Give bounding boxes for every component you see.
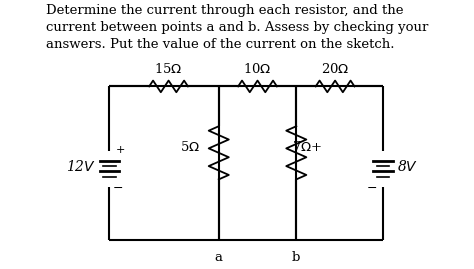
Text: 10$\Omega$: 10$\Omega$ (243, 62, 272, 76)
Text: −: − (113, 182, 124, 195)
Text: 8$V$: 8$V$ (397, 159, 418, 174)
Text: 7$\Omega$+: 7$\Omega$+ (292, 140, 322, 154)
Text: a: a (215, 251, 223, 264)
Text: −: − (366, 182, 377, 195)
Text: +: + (116, 145, 125, 155)
Text: Determine the current through each resistor, and the
current between points a an: Determine the current through each resis… (46, 4, 428, 51)
Text: b: b (292, 251, 301, 264)
Text: 12$V$: 12$V$ (65, 159, 96, 174)
Text: 20$\Omega$: 20$\Omega$ (321, 62, 349, 76)
Text: 15$\Omega$: 15$\Omega$ (155, 62, 183, 76)
Text: 5$\Omega$: 5$\Omega$ (181, 140, 201, 154)
